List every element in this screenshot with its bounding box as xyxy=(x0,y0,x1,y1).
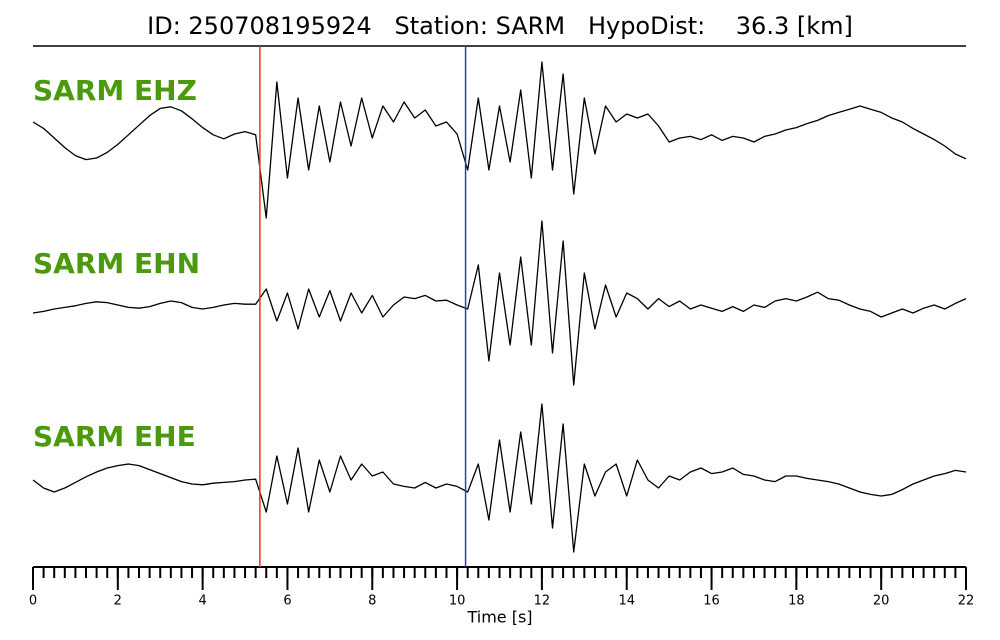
x-tick-label: 20 xyxy=(873,594,890,609)
x-tick-label: 0 xyxy=(29,594,37,609)
x-tick-label: 6 xyxy=(283,594,291,609)
x-axis-label: Time [s] xyxy=(466,608,532,627)
x-tick-label: 18 xyxy=(788,594,805,609)
trace-label: SARM EHZ xyxy=(33,74,197,107)
x-tick-label: 8 xyxy=(368,594,376,609)
trace xyxy=(32,220,967,386)
chart-title: ID: 250708195924 Station: SARM HypoDist:… xyxy=(147,12,853,40)
x-tick-label: 16 xyxy=(703,594,720,609)
trace-label: SARM EHE xyxy=(33,420,196,453)
trace-label: SARM EHN xyxy=(33,247,200,280)
trace xyxy=(32,403,967,553)
x-tick-label: 4 xyxy=(198,594,206,609)
x-tick-label: 10 xyxy=(449,594,466,609)
x-tick-label: 12 xyxy=(534,594,551,609)
x-tick-label: 2 xyxy=(114,594,122,609)
trace xyxy=(32,61,967,219)
x-tick-label: 14 xyxy=(618,594,635,609)
x-tick-label: 22 xyxy=(958,594,975,609)
